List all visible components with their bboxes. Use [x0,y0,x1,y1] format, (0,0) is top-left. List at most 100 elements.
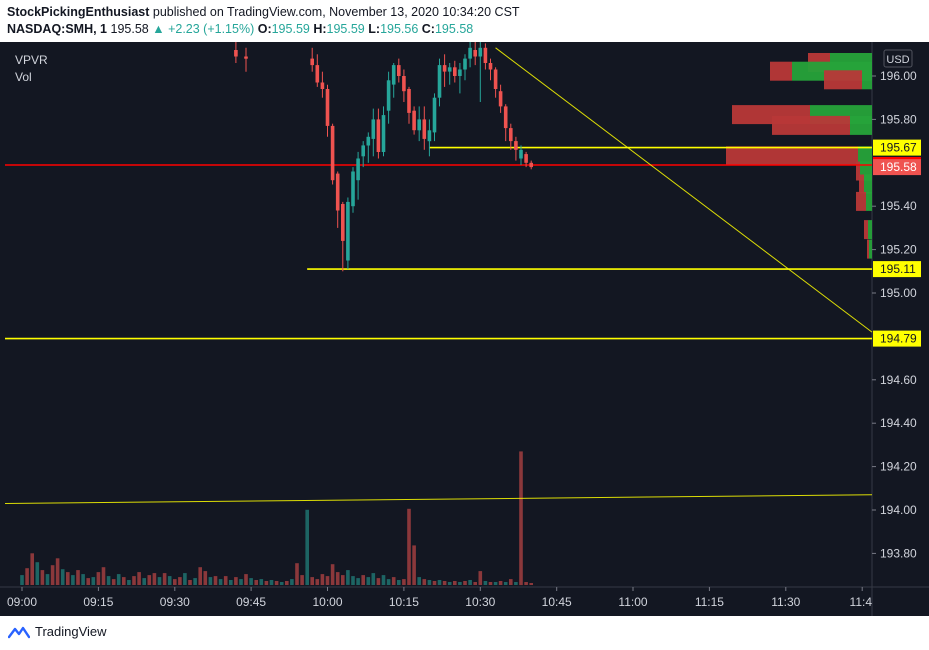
candle-body[interactable] [458,69,462,77]
candle-body[interactable] [437,65,442,98]
price-label-text: 195.67 [880,141,917,155]
volume-bar [376,578,381,585]
volume-bar [157,577,162,585]
time-tick-label: 11:15 [695,595,724,609]
price-tick-label: 195.80 [880,112,917,126]
candle-body[interactable] [453,67,457,76]
candle-body[interactable] [432,97,437,133]
volume-bar [356,578,360,585]
indicator-vol-label[interactable]: Vol [15,70,32,84]
candle-body[interactable] [335,173,340,211]
publish-line: StockPickingEnthusiast published on Trad… [7,5,520,19]
price-label-text: 194.79 [880,332,917,346]
volume-bar [116,574,121,585]
time-tick-label: 09:45 [236,595,266,609]
candle-body[interactable] [386,80,391,111]
volume-bar [40,570,45,585]
price-tick-label: 195.20 [880,243,917,257]
volume-bar [341,575,345,585]
candle-body[interactable] [524,154,528,163]
candle-body[interactable] [493,69,498,90]
volume-bar [391,577,396,585]
candle-body[interactable] [376,119,381,152]
candle-body[interactable] [310,58,314,66]
volume-bar [458,582,462,585]
candle-body[interactable] [422,119,427,139]
trend-line[interactable] [495,47,873,333]
candle-body[interactable] [341,204,345,241]
candle-body[interactable] [514,141,518,150]
volume-bar [239,579,243,585]
candle-body[interactable] [519,149,523,159]
volume-bar [514,582,518,585]
price-label-box [873,139,921,156]
chart-header: StockPickingEnthusiast published on Trad… [0,0,929,42]
volume-bar [173,579,177,585]
volume-bar [167,576,172,585]
candle-body[interactable] [483,47,488,63]
volume-bar [35,562,40,585]
candle-body[interactable] [509,128,513,142]
volume-bar [101,567,106,585]
vpvr-down-bar [856,191,866,211]
candle-body[interactable] [244,56,248,59]
chart-footer: TradingView [0,616,929,650]
candle-body[interactable] [356,158,360,181]
currency-box[interactable] [883,49,913,68]
candle-body[interactable] [407,89,411,113]
candle-body[interactable] [371,119,376,139]
brand[interactable]: TradingView [8,624,107,639]
volume-bar [488,582,493,585]
trend-line[interactable] [4,494,873,504]
volume-bar [468,580,472,585]
candle-body[interactable] [402,76,406,92]
candle-body[interactable] [498,91,503,107]
volume-bar [371,573,376,585]
candle-body[interactable] [320,82,325,90]
candle-body[interactable] [330,125,335,181]
candle-body[interactable] [447,67,452,72]
price-label-box [873,330,921,347]
candle-body[interactable] [488,63,493,70]
candle-body[interactable] [397,65,401,76]
candle-body[interactable] [463,58,467,70]
volume-bar [346,570,350,585]
time-tick-label: 10:45 [542,595,572,609]
indicator-vpvr-label[interactable]: VPVR [15,53,48,67]
symbol-line: NASDAQ:SMH, 1 195.58 ▲ +2.23 (+1.15%) O:… [7,22,473,36]
symbol-name[interactable]: NASDAQ:SMH, 1 [7,22,108,36]
volume-bar [442,581,447,585]
candle-body[interactable] [468,47,472,59]
volume-bar [295,563,299,585]
vpvr-down-bar [772,115,850,135]
brand-name: TradingView [35,624,107,639]
chart-canvas[interactable]: 196.00 195.80 195.40 195.20 195.00 194.60 194.… [0,42,929,616]
candle-body[interactable] [315,65,320,83]
candle-body[interactable] [442,65,447,72]
candle-body[interactable] [361,145,365,157]
candle-body[interactable] [417,119,421,131]
vpvr-down-bar [859,174,864,194]
candle-body[interactable] [391,65,396,85]
candle-body[interactable] [503,106,508,129]
candle-body[interactable] [478,47,483,57]
price-tick-label: 194.20 [880,460,917,474]
candle-body[interactable] [346,201,350,261]
candle-body[interactable] [427,130,432,142]
price-tick-label: 194.00 [880,503,917,517]
candle-body[interactable] [351,171,355,207]
candle-body[interactable] [234,50,238,57]
chart-area[interactable]: 196.00 195.80 195.40 195.20 195.00 194.60 194.… [0,42,929,616]
candle-body[interactable] [412,110,416,131]
candle-body[interactable] [381,115,386,152]
candle-body[interactable] [529,162,533,168]
candle-body[interactable] [473,50,477,57]
candle-body[interactable] [366,136,371,146]
vpvr-down-bar [867,239,869,259]
candle-body[interactable] [325,89,330,126]
volume-bar [305,509,309,585]
currency-label[interactable]: USD [886,54,909,66]
volume-bar [81,574,85,585]
author-name[interactable]: StockPickingEnthusiast [7,5,150,19]
volume-bar [335,572,340,585]
